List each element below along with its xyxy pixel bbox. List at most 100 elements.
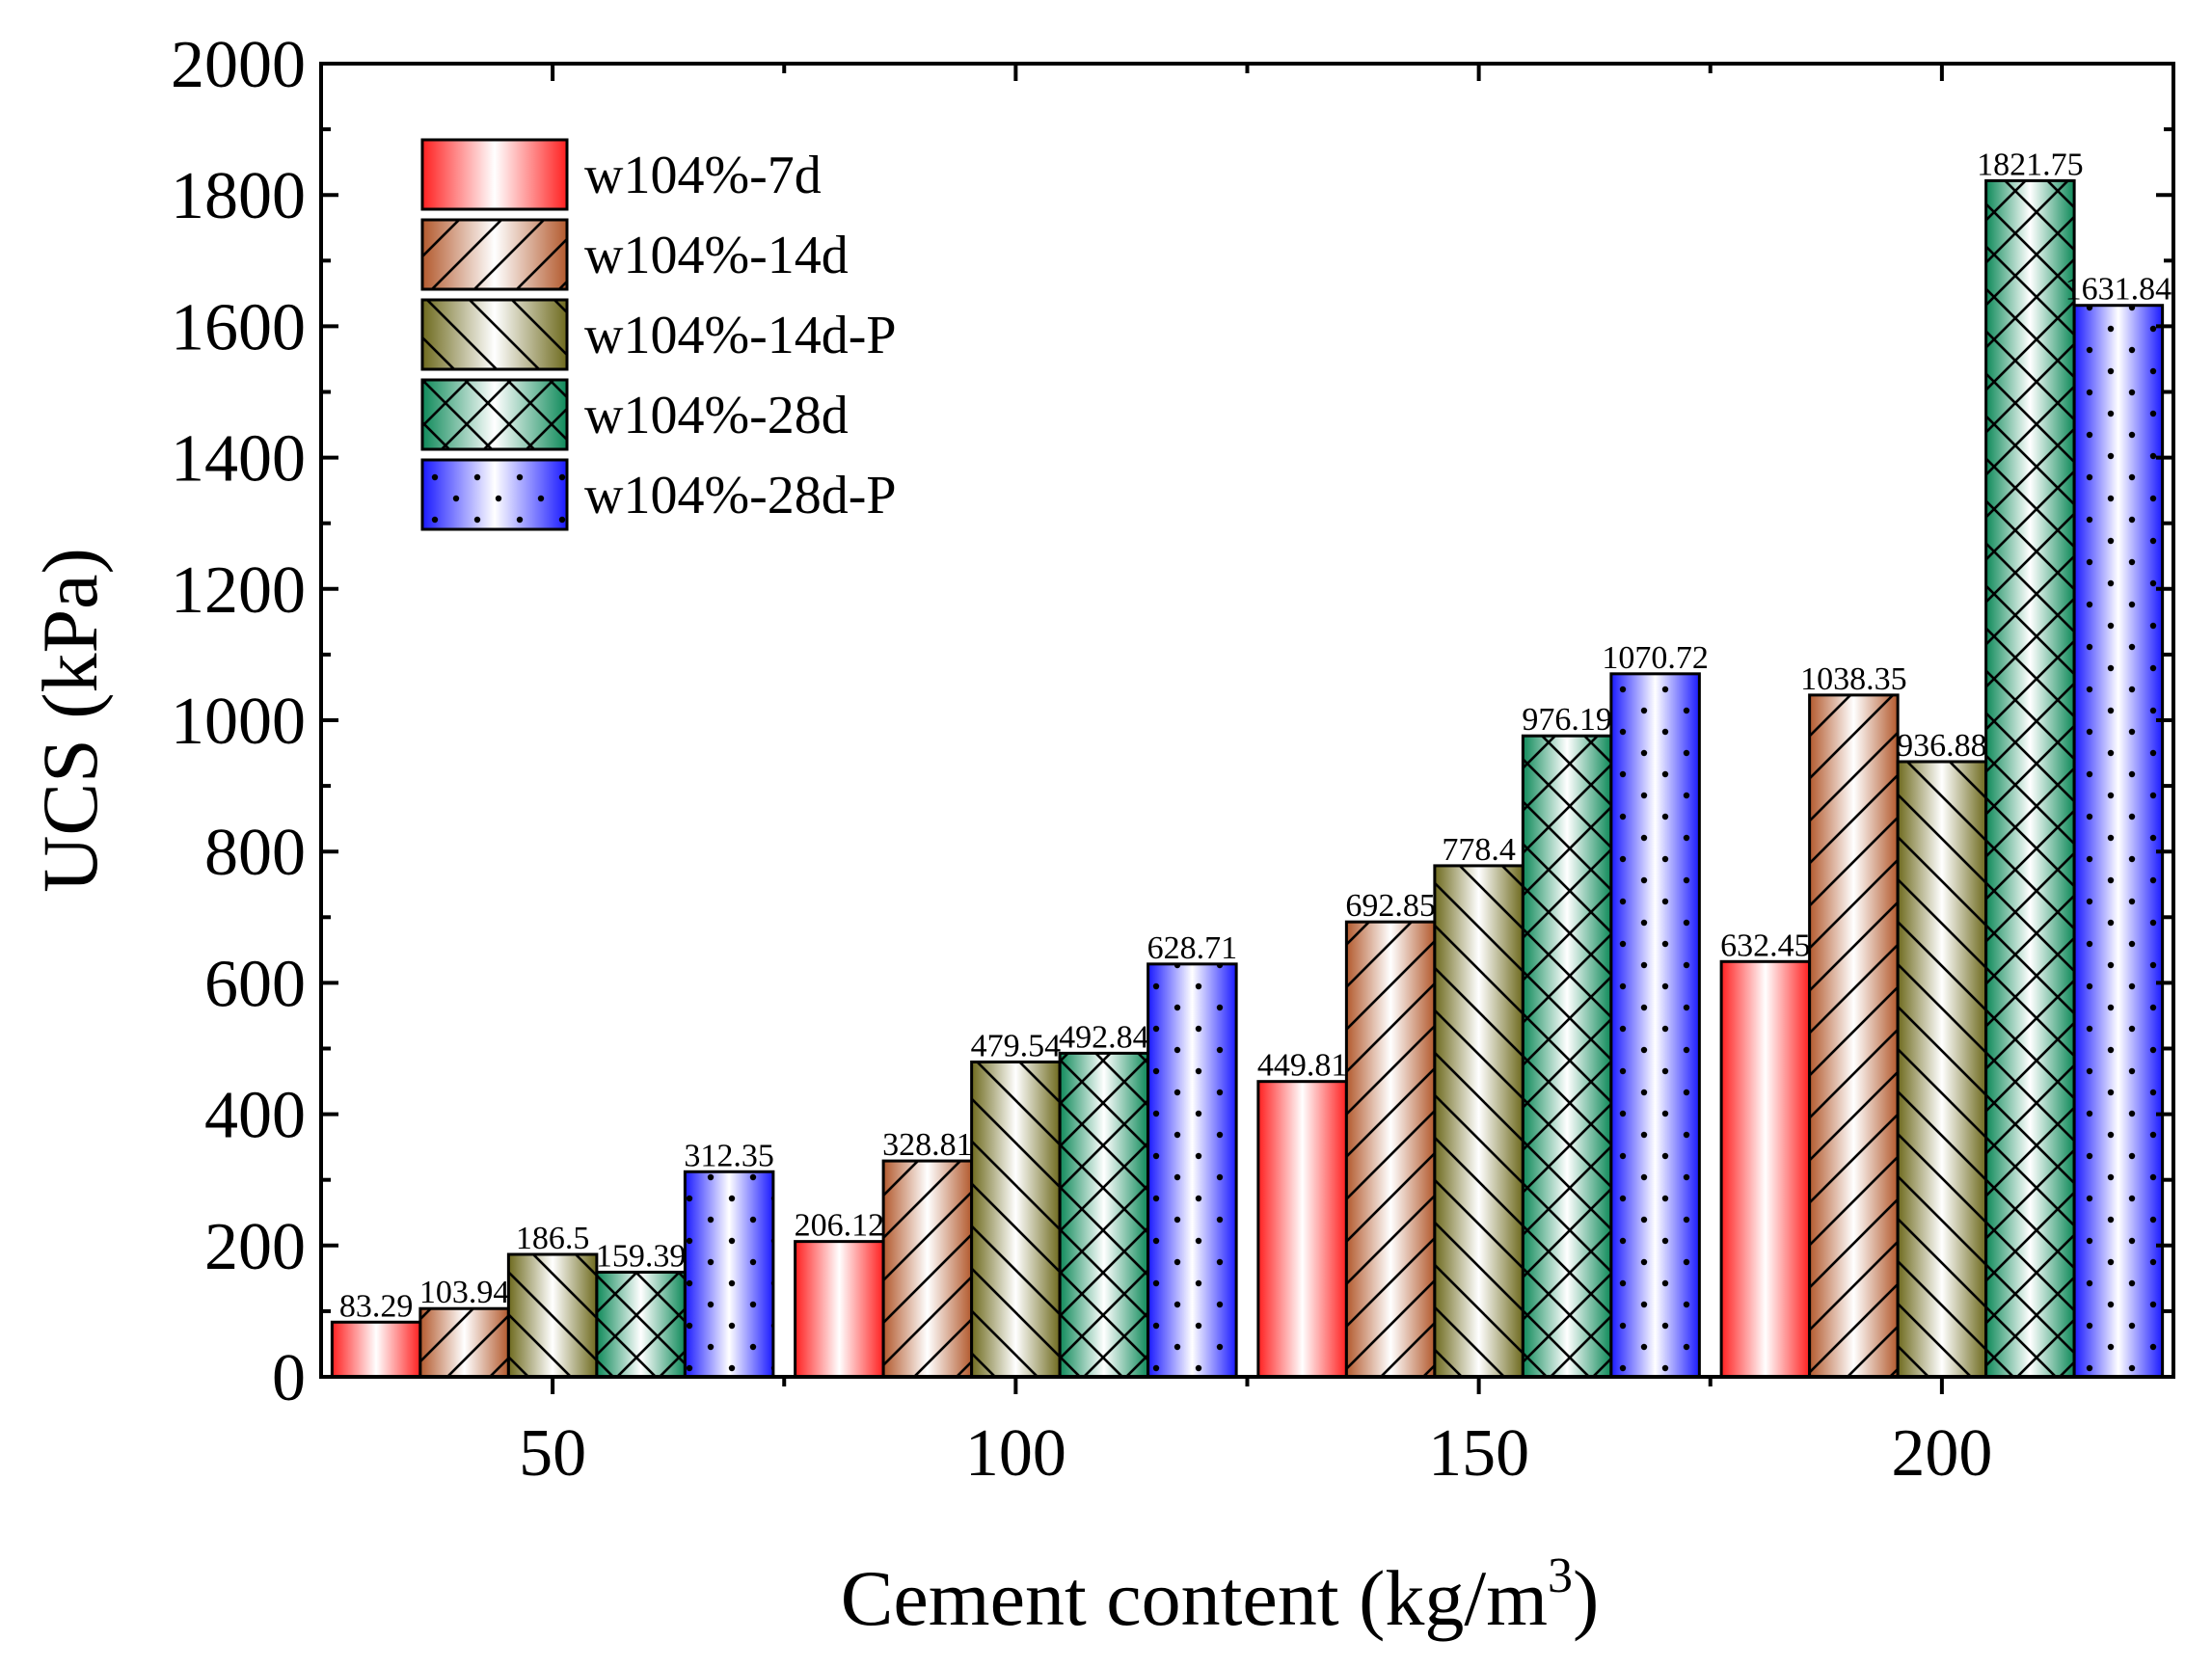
data-label-w104-28d-p-50: 312.35	[684, 1138, 774, 1173]
y-tick-label: 1000	[171, 685, 306, 759]
bar-w104-14d-100	[881, 1159, 974, 1379]
x-tick-label: 200	[1891, 1416, 1992, 1491]
bar-w104-14d-150	[1344, 920, 1437, 1379]
bar-w104-28d-50	[595, 1270, 687, 1379]
bar-w104-14d-p-150-hatch	[1434, 865, 1524, 1377]
data-label-w104-7d-150: 449.81	[1257, 1048, 1348, 1084]
bar-w104-28d-150-hatch	[1523, 736, 1611, 1377]
bar-w104-14d-p-50-hatch	[508, 1253, 597, 1377]
legend-swatch-outline	[420, 378, 569, 451]
bar-w104-28d-150	[1521, 734, 1613, 1379]
bar-w104-14d-p-200	[1896, 760, 1988, 1379]
legend-label: w104%-28d-P	[584, 466, 897, 525]
bars-layer	[330, 178, 2165, 1379]
data-label-w104-14d-p-150: 778.4	[1442, 832, 1516, 868]
data-label-w104-7d-50: 83.29	[339, 1288, 414, 1324]
data-label-w104-7d-200: 632.45	[1720, 928, 1811, 963]
bar-w104-7d-100-fill	[795, 1241, 884, 1377]
bar-w104-28d-p-200	[2072, 304, 2165, 1379]
y-tick-label: 2000	[171, 28, 306, 102]
x-tick-label: 150	[1428, 1416, 1529, 1491]
y-tick-label: 800	[204, 816, 306, 890]
legend: w104%-7d w104%-14d w104%-14d-P w104%-28d w10…	[420, 138, 897, 531]
legend-swatch-fill	[422, 140, 567, 209]
bar-w104-28d-p-100-hatch	[1147, 963, 1237, 1377]
x-axis-title-main: Cement content (kg/m	[841, 1554, 1548, 1642]
data-label-w104-7d-100: 206.12	[795, 1208, 885, 1244]
data-label-w104-28d-50: 159.39	[596, 1238, 687, 1274]
data-label-w104-28d-100: 492.84	[1059, 1019, 1149, 1055]
x-tick-label: 100	[965, 1416, 1066, 1491]
bar-w104-14d-50	[418, 1306, 510, 1379]
legend-swatch-outline	[420, 298, 569, 371]
data-label-w104-14d-150: 692.85	[1345, 888, 1436, 924]
legend-item-w104-14d-p: w104%-14d-P	[420, 298, 897, 371]
bar-w104-14d-200	[1808, 693, 1900, 1379]
y-tick-label: 400	[204, 1079, 306, 1153]
data-label-w104-28d-p-200: 1631.84	[2065, 272, 2172, 308]
legend-label: w104%-7d	[584, 146, 822, 205]
y-tick-label: 1200	[171, 553, 306, 628]
x-tick-labels: 50 100 150 200	[519, 1416, 1992, 1491]
data-label-w104-28d-p-150: 1070.72	[1602, 640, 1709, 676]
bar-w104-14d-p-50	[506, 1252, 599, 1379]
data-label-w104-14d-p-200: 936.88	[1897, 728, 1987, 764]
bar-w104-28d-50-hatch	[596, 1272, 686, 1377]
bar-w104-28d-100-hatch	[1060, 1053, 1148, 1377]
data-label-w104-28d-150: 976.19	[1522, 702, 1612, 738]
bar-w104-14d-100-hatch	[883, 1161, 972, 1377]
bar-w104-7d-50	[330, 1320, 422, 1379]
y-axis-title: UCS (kPa)	[26, 548, 114, 893]
bar-w104-28d-100	[1058, 1051, 1150, 1379]
bar-w104-28d-p-50	[683, 1170, 775, 1379]
legend-label: w104%-14d-P	[584, 306, 897, 365]
bar-w104-7d-150	[1256, 1080, 1348, 1379]
y-tick-labels: 0 200 400 600 800 1000 1200 1400 1600 1800 2000	[171, 28, 306, 1415]
bar-w104-14d-p-100-hatch	[971, 1062, 1061, 1377]
legend-swatch-outline	[420, 458, 569, 531]
legend-item-w104-14d: w104%-14d	[420, 218, 849, 291]
y-tick-label: 1600	[171, 290, 306, 364]
bar-w104-28d-200-hatch	[1985, 180, 2075, 1378]
y-tick-label: 200	[204, 1210, 306, 1284]
bar-w104-14d-200-hatch	[1809, 694, 1899, 1377]
legend-swatch-hatch	[422, 380, 567, 449]
bar-w104-7d-200	[1719, 959, 1812, 1379]
x-axis-title: Cement content (kg/m3)	[841, 1548, 1600, 1642]
bar-w104-7d-200-fill	[1721, 961, 1810, 1377]
bar-w104-14d-p-150	[1433, 864, 1524, 1379]
bar-w104-14d-150-hatch	[1346, 922, 1435, 1377]
bar-w104-7d-50-fill	[332, 1322, 420, 1377]
legend-label: w104%-14d	[584, 226, 849, 285]
bar-w104-14d-50-hatch	[419, 1308, 509, 1377]
data-label-w104-14d-200: 1038.35	[1800, 661, 1907, 697]
data-label-w104-14d-100: 328.81	[882, 1127, 973, 1163]
bar-w104-7d-150-fill	[1257, 1081, 1347, 1377]
y-tick-label: 1400	[171, 422, 306, 497]
legend-swatch-hatch	[422, 460, 567, 529]
legend-swatch-outline	[420, 138, 569, 211]
data-label-w104-14d-p-100: 479.54	[971, 1028, 1062, 1063]
bar-w104-14d-p-200-hatch	[1898, 761, 1986, 1377]
bar-w104-28d-p-200-hatch	[2074, 305, 2163, 1378]
legend-item-w104-28d: w104%-28d	[420, 378, 849, 451]
legend-label: w104%-28d	[584, 386, 849, 445]
bar-w104-28d-p-150	[1609, 672, 1701, 1379]
axis-ticks	[321, 62, 2173, 1394]
legend-swatch-outline	[420, 218, 569, 291]
x-tick-label: 50	[519, 1416, 586, 1491]
data-label-w104-14d-50: 103.94	[419, 1275, 510, 1310]
legend-swatch-hatch	[422, 220, 567, 289]
y-tick-label: 0	[272, 1341, 306, 1415]
bar-w104-14d-p-100	[970, 1060, 1062, 1379]
y-tick-label: 600	[204, 947, 306, 1021]
bar-w104-28d-p-150-hatch	[1610, 673, 1700, 1377]
x-axis-title-end: )	[1573, 1554, 1599, 1642]
data-label-w104-28d-p-100: 628.71	[1147, 930, 1238, 966]
legend-item-w104-28d-p: w104%-28d-P	[420, 458, 897, 531]
bar-w104-7d-100	[794, 1240, 885, 1379]
x-axis-title-superscript: 3	[1548, 1548, 1573, 1603]
data-label-w104-28d-200: 1821.75	[1977, 147, 2084, 182]
